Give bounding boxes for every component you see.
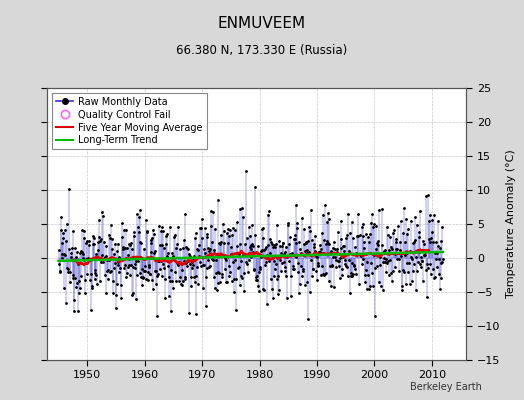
Y-axis label: Temperature Anomaly (°C): Temperature Anomaly (°C)	[506, 150, 516, 298]
Text: 66.380 N, 173.330 E (Russia): 66.380 N, 173.330 E (Russia)	[177, 44, 347, 57]
Text: ENMUVEEM: ENMUVEEM	[218, 16, 306, 31]
Legend: Raw Monthly Data, Quality Control Fail, Five Year Moving Average, Long-Term Tren: Raw Monthly Data, Quality Control Fail, …	[52, 93, 206, 149]
Text: Berkeley Earth: Berkeley Earth	[410, 382, 482, 392]
